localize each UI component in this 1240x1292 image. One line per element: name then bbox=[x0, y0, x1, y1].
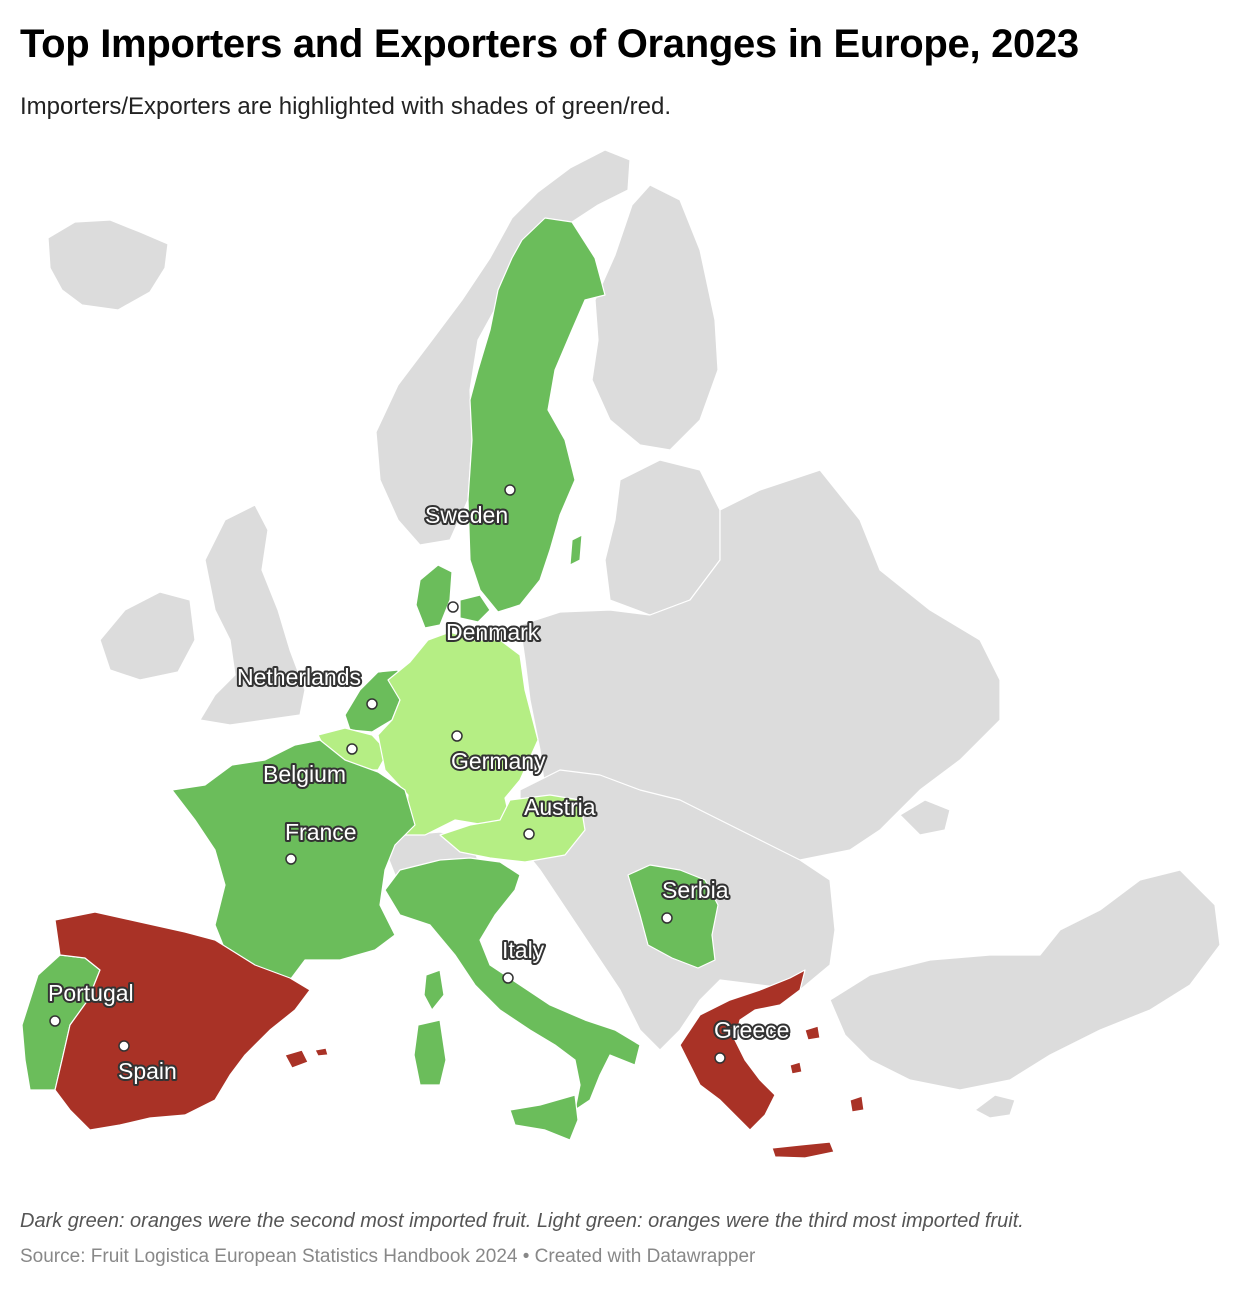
country-ireland bbox=[99, 591, 196, 681]
label-italy: Italy bbox=[502, 937, 545, 963]
marker-greece bbox=[714, 1052, 726, 1064]
label-portugal: Portugal bbox=[48, 980, 134, 1006]
label-sweden: Sweden bbox=[425, 502, 508, 528]
country-finland bbox=[591, 184, 719, 451]
country-france-corsica bbox=[423, 969, 445, 1011]
marker-serbia bbox=[661, 912, 673, 924]
marker-austria bbox=[523, 828, 535, 840]
country-italy bbox=[384, 857, 641, 1111]
country-crimea bbox=[899, 799, 951, 836]
country-denmark bbox=[415, 564, 453, 629]
source-line: Source: Fruit Logistica European Statist… bbox=[20, 1246, 756, 1267]
marker-italy bbox=[502, 972, 514, 984]
map-title: Top Importers and Exporters of Oranges i… bbox=[20, 22, 1079, 66]
marker-netherlands bbox=[366, 698, 378, 710]
marker-france bbox=[285, 853, 297, 865]
label-spain: Spain bbox=[118, 1058, 177, 1084]
label-austria: Austria bbox=[524, 794, 596, 820]
country-turkey bbox=[829, 869, 1221, 1091]
country-greece-islands-1 bbox=[804, 1025, 821, 1041]
country-italy-sardinia bbox=[413, 1019, 447, 1086]
marker-portugal bbox=[49, 1015, 61, 1027]
europe-map: Sweden Denmark Netherlands Belgium Germa… bbox=[21, 149, 1221, 1159]
country-sweden bbox=[467, 217, 606, 613]
country-serbia bbox=[627, 864, 719, 969]
label-germany: Germany bbox=[451, 748, 546, 774]
marker-denmark bbox=[447, 601, 459, 613]
country-denmark-islands bbox=[459, 594, 491, 623]
label-france: France bbox=[285, 819, 357, 845]
legend-note: Dark green: oranges were the second most… bbox=[20, 1210, 1024, 1232]
label-serbia: Serbia bbox=[662, 877, 729, 903]
country-sweden-gotland bbox=[569, 534, 583, 566]
label-belgium: Belgium bbox=[263, 761, 346, 787]
label-greece: Greece bbox=[714, 1017, 789, 1043]
country-spain-balearics-2 bbox=[314, 1047, 329, 1057]
country-labels: Sweden Denmark Netherlands Belgium Germa… bbox=[46, 484, 791, 1086]
country-greece bbox=[679, 969, 806, 1131]
country-austria bbox=[439, 794, 586, 863]
country-cyprus bbox=[974, 1094, 1016, 1119]
marker-belgium bbox=[346, 743, 358, 755]
marker-spain bbox=[118, 1040, 130, 1052]
country-spain-balearics bbox=[284, 1049, 309, 1069]
label-netherlands: Netherlands bbox=[237, 664, 361, 690]
country-italy-sicily bbox=[509, 1094, 579, 1141]
country-uk bbox=[199, 504, 306, 726]
country-greece-islands-2 bbox=[789, 1061, 803, 1075]
marker-germany bbox=[451, 730, 463, 742]
country-greece-islands-3 bbox=[849, 1095, 865, 1113]
country-spain bbox=[54, 911, 311, 1131]
label-denmark: Denmark bbox=[446, 619, 540, 645]
marker-sweden bbox=[504, 484, 516, 496]
map-subtitle: Importers/Exporters are highlighted with… bbox=[20, 93, 672, 120]
country-iceland bbox=[47, 219, 169, 311]
country-greece-crete bbox=[771, 1141, 835, 1159]
